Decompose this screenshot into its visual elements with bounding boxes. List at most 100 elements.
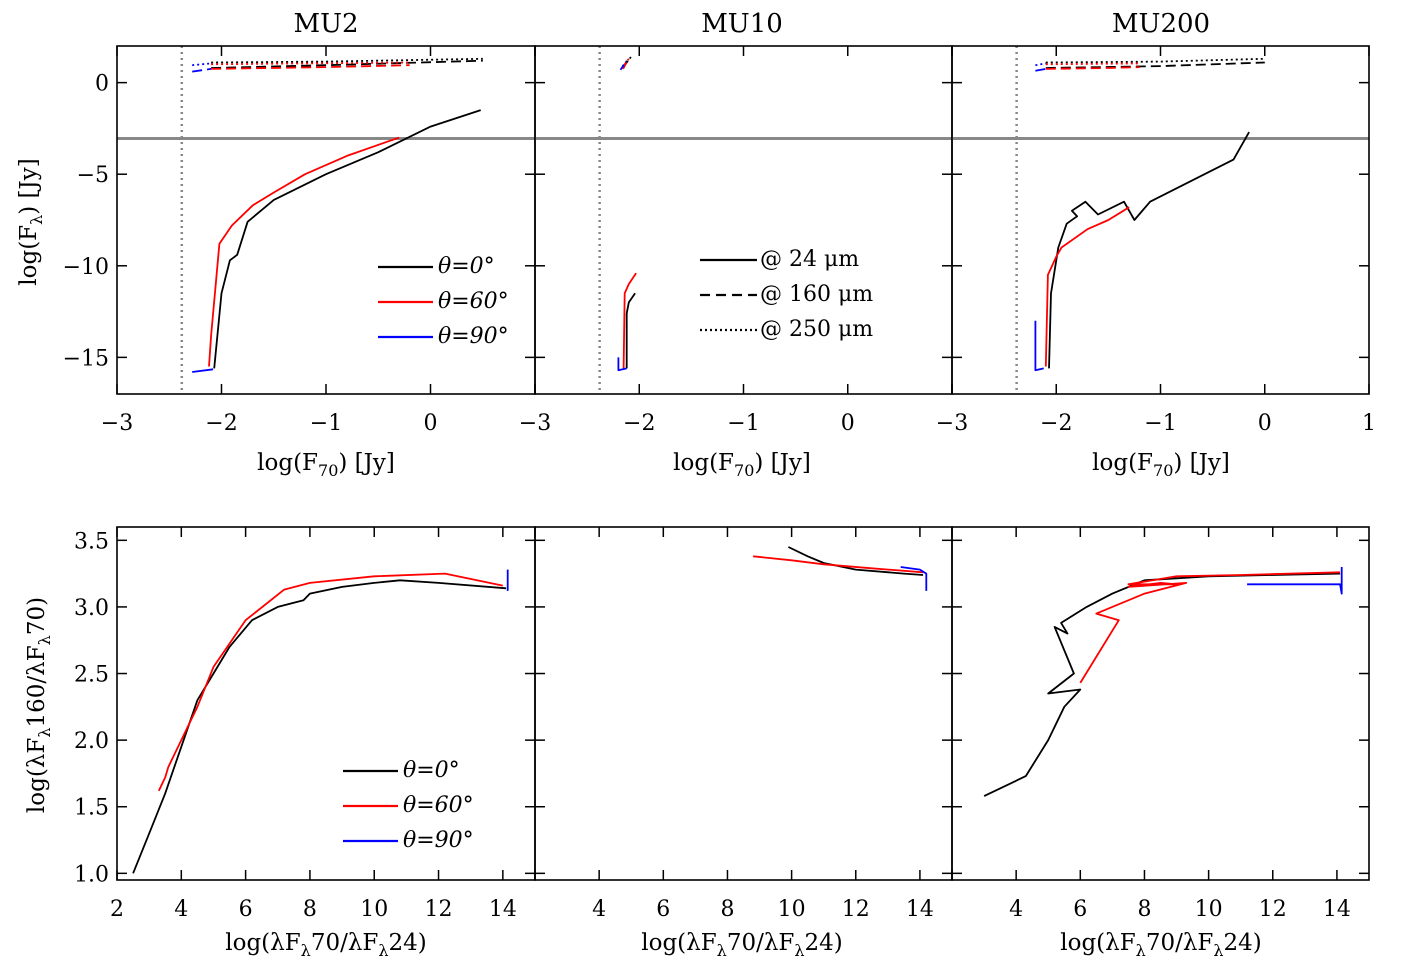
- bottom-xlabel-1: log(λFλ70/λFλ24): [225, 930, 427, 960]
- y-tick-label: 1.5: [74, 796, 109, 821]
- x-tick-label: −2: [205, 411, 237, 436]
- series-line: [1045, 66, 1140, 70]
- plot-panels: −3 −2 −1 0−15−10−50−3 −2 −1 0 −3 −2 −1 0 12 4 6 8 10 12 1…: [63, 45, 1376, 922]
- series-group: [983, 567, 1343, 797]
- y-tick-label: −5: [77, 163, 109, 188]
- series-line: [623, 58, 630, 65]
- x-tick-label: 10: [778, 897, 806, 922]
- y-tick-label: −15: [63, 346, 109, 371]
- series-line: [213, 109, 481, 369]
- x-tick-label: 6: [1073, 897, 1087, 922]
- bottom-xlabel-3: log(λFλ70/λFλ24): [1060, 930, 1262, 960]
- series-group: [132, 569, 509, 874]
- plot-frame: [534, 526, 953, 881]
- legend-label: θ=90°: [438, 324, 509, 349]
- series-line: [211, 59, 483, 69]
- x-tick-label: −1: [1144, 411, 1176, 436]
- series-line: [1079, 571, 1341, 684]
- x-tick-label: 14: [489, 897, 517, 922]
- legends: θ=0° θ=60° θ=90° θ=0° θ=60° θ=90° @ 24 μm @ 160…: [343, 247, 873, 853]
- x-tick-label: 0: [841, 411, 855, 436]
- series-line: [211, 64, 410, 70]
- legend-label: θ=0°: [403, 758, 460, 783]
- y-tick-label: 2.5: [74, 663, 109, 688]
- plot-frame: [951, 526, 1370, 881]
- x-tick-label: 12: [425, 897, 453, 922]
- x-tick-label: −1: [310, 411, 342, 436]
- series-line: [625, 292, 636, 369]
- series-line: [617, 357, 627, 372]
- panel-title-mu2: MU2: [293, 9, 358, 39]
- series-line: [1045, 57, 1265, 64]
- legend-label: @ 250 μm: [760, 317, 873, 342]
- x-tick-label: 6: [239, 897, 253, 922]
- series-group: [1034, 57, 1265, 372]
- y-tick-label: 2.0: [74, 729, 109, 754]
- series-line: [983, 572, 1341, 797]
- plot-frame: [951, 45, 1370, 395]
- panel-r1-c0: 2 4 6 8 10 12 14 1.0 1.5 2.0 2.5 3.0 3.5: [74, 526, 536, 922]
- x-tick-label: 14: [906, 897, 934, 922]
- series-line: [1034, 320, 1044, 372]
- panel-r0-c2: −3 −2 −1 0 1: [936, 45, 1376, 436]
- series-line: [1045, 61, 1265, 69]
- x-tick-label: 0: [424, 411, 438, 436]
- series-line: [1045, 62, 1140, 66]
- top-xlabel-1: log(F70) [Jy]: [257, 450, 395, 480]
- x-tick-label: 8: [303, 897, 317, 922]
- panel-r0-c1: −3 −2 −1 0: [519, 45, 953, 436]
- x-tick-label: 1: [1362, 411, 1376, 436]
- bottom-ylabel: log(λFλ160/λFλ70): [24, 597, 54, 813]
- top-xlabel-2: log(F70) [Jy]: [673, 450, 811, 480]
- x-tick-label: −2: [623, 411, 655, 436]
- series-line: [1044, 206, 1130, 367]
- series-line: [625, 56, 632, 64]
- x-tick-label: 12: [842, 897, 870, 922]
- x-tick-label: 10: [1195, 897, 1223, 922]
- y-tick-label: 3.0: [74, 596, 109, 621]
- x-tick-label: −3: [936, 411, 968, 436]
- x-tick-label: 4: [592, 897, 606, 922]
- series-line: [132, 579, 507, 874]
- legend-label: θ=60°: [403, 793, 474, 818]
- legend-label: @ 24 μm: [760, 247, 859, 272]
- y-tick-label: 1.0: [74, 862, 109, 887]
- panel-title-mu10: MU10: [701, 9, 783, 39]
- series-line: [1035, 68, 1046, 72]
- panel-r0-c0: −3 −2 −1 0−15−10−50: [63, 45, 536, 436]
- y-tick-label: 0: [95, 72, 109, 97]
- x-tick-label: −3: [101, 411, 133, 436]
- series-line: [900, 566, 928, 591]
- series-line: [1247, 567, 1343, 595]
- legend-label: @ 160 μm: [760, 282, 873, 307]
- series-line: [753, 555, 924, 574]
- series-group: [192, 57, 483, 373]
- series-line: [157, 572, 503, 792]
- legend-label: θ=90°: [403, 828, 474, 853]
- series-group: [753, 546, 928, 591]
- series-line: [622, 272, 637, 369]
- legend-label: θ=60°: [438, 289, 509, 314]
- series-line: [211, 61, 410, 66]
- svg-text:log(Fλ) [Jy]: log(Fλ) [Jy]: [16, 158, 46, 285]
- series-line: [621, 60, 628, 67]
- series-line: [1048, 131, 1250, 369]
- x-tick-label: 14: [1323, 897, 1351, 922]
- x-tick-label: 4: [1009, 897, 1023, 922]
- x-tick-label: 6: [656, 897, 670, 922]
- x-tick-label: −2: [1040, 411, 1072, 436]
- series-group: [617, 56, 637, 372]
- svg-text:log(λFλ160/λFλ70): log(λFλ160/λFλ70): [24, 597, 54, 813]
- series-line: [192, 62, 212, 67]
- x-tick-label: −3: [519, 411, 551, 436]
- x-tick-label: 2: [110, 897, 124, 922]
- top-ylabel: log(Fλ) [Jy]: [16, 158, 46, 285]
- x-tick-label: 12: [1259, 897, 1287, 922]
- panel-r1-c2: 4 6 8 10 12 14: [951, 526, 1370, 922]
- series-line: [1035, 62, 1046, 67]
- y-tick-label: −10: [63, 255, 109, 280]
- top-xlabel-3: log(F70) [Jy]: [1092, 450, 1230, 480]
- x-tick-label: 10: [360, 897, 388, 922]
- panel-title-mu200: MU200: [1112, 9, 1210, 39]
